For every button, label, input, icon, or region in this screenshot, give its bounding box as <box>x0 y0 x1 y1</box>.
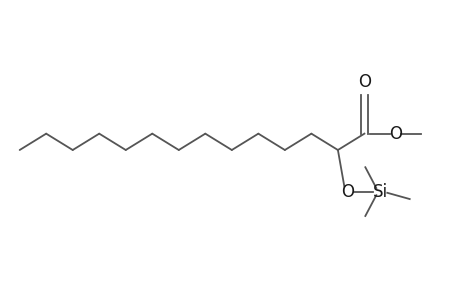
Text: O: O <box>388 125 401 143</box>
Text: O: O <box>341 183 354 201</box>
Text: Si: Si <box>372 183 386 201</box>
Text: O: O <box>357 73 370 91</box>
